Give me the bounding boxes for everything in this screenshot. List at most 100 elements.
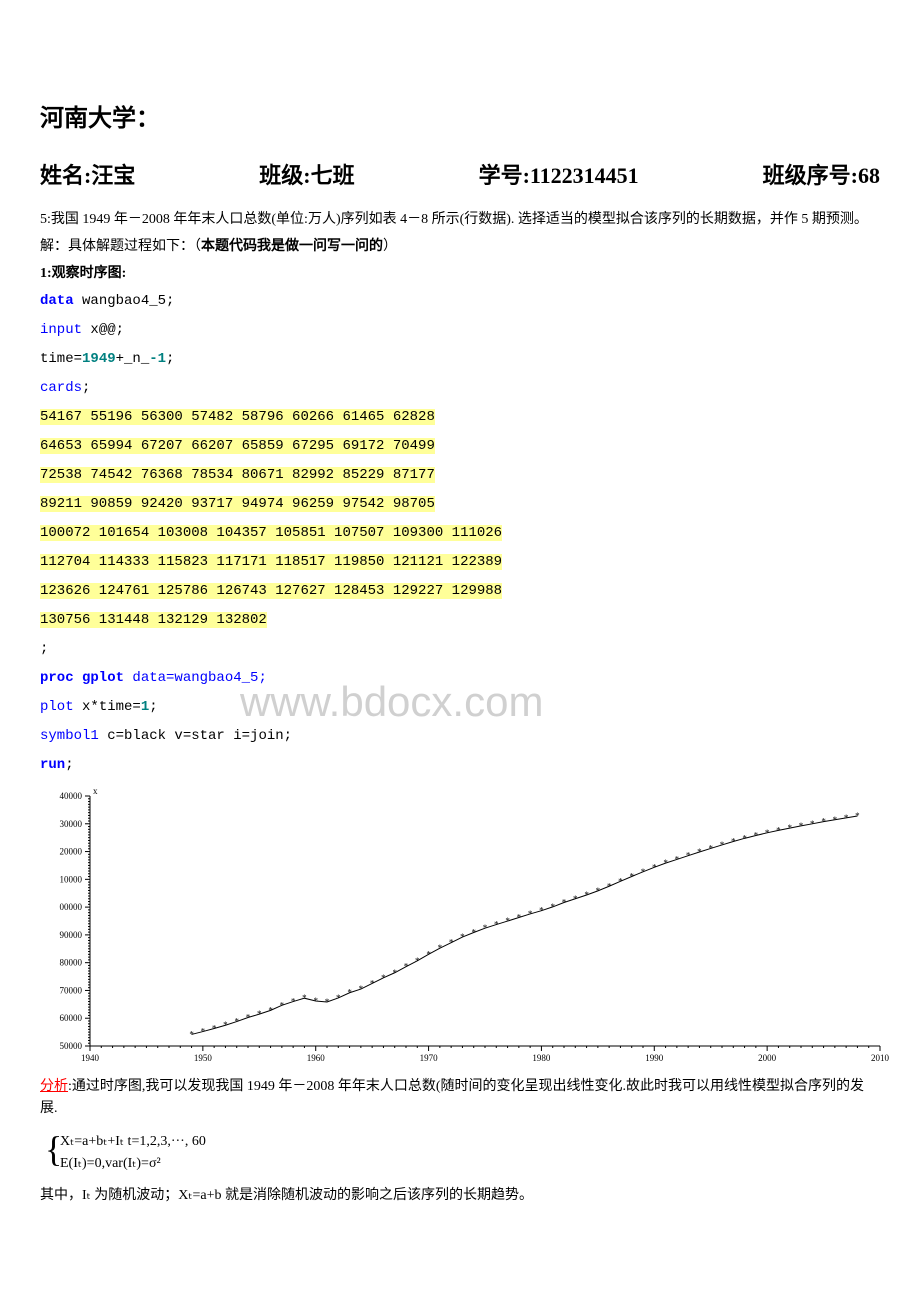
svg-text:*: * xyxy=(810,819,815,829)
run-semi: ; xyxy=(65,757,73,773)
time-assign: time= xyxy=(40,351,82,367)
svg-text:*: * xyxy=(189,1029,194,1039)
student-class: 班级:七班 xyxy=(259,158,354,193)
svg-text:40000: 40000 xyxy=(60,791,83,801)
code-symbol-line: symbol1 c=black v=star i=join; xyxy=(40,726,880,747)
data-line-0: 54167 55196 56300 57482 58796 60266 6146… xyxy=(40,407,880,428)
svg-text:*: * xyxy=(415,956,420,966)
code-proc-line: proc gplot data=wangbao4_5; xyxy=(40,668,880,689)
svg-text:*: * xyxy=(280,1000,285,1010)
data-line-3: 89211 90859 92420 93717 94974 96259 9754… xyxy=(40,494,880,515)
svg-text:*: * xyxy=(234,1016,239,1026)
svg-text:*: * xyxy=(449,937,454,947)
svg-text:*: * xyxy=(787,823,792,833)
formula-line1: Xₜ=a+bₜ+Iₜ t=1,2,3,···, 60 xyxy=(60,1131,880,1153)
svg-text:x: x xyxy=(93,786,98,796)
svg-text:1960: 1960 xyxy=(307,1053,326,1063)
svg-text:*: * xyxy=(607,881,612,891)
svg-text:*: * xyxy=(426,949,431,959)
plot-args: x*time= xyxy=(74,699,141,715)
svg-text:*: * xyxy=(370,978,375,988)
svg-text:80000: 80000 xyxy=(60,957,83,967)
svg-text:*: * xyxy=(731,836,736,846)
svg-text:1990: 1990 xyxy=(645,1053,664,1063)
svg-text:*: * xyxy=(302,993,307,1003)
svg-text:*: * xyxy=(742,833,747,843)
svg-text:*: * xyxy=(596,886,601,896)
svg-text:*: * xyxy=(347,987,352,997)
svg-text:*: * xyxy=(404,961,409,971)
time-semi: ; xyxy=(166,351,174,367)
svg-text:70000: 70000 xyxy=(60,985,83,995)
plot-num: 1 xyxy=(141,699,149,715)
cards-keyword: cards xyxy=(40,380,82,396)
svg-text:*: * xyxy=(675,854,680,864)
dataset-name: wangbao4_5; xyxy=(74,293,175,309)
svg-text:*: * xyxy=(325,997,330,1007)
svg-text:*: * xyxy=(641,867,646,877)
svg-text:*: * xyxy=(618,876,623,886)
svg-text:30000: 30000 xyxy=(60,819,83,829)
svg-text:2010: 2010 xyxy=(871,1053,890,1063)
svg-text:*: * xyxy=(381,973,386,983)
svg-text:*: * xyxy=(821,816,826,826)
svg-text:*: * xyxy=(517,912,522,922)
svg-text:*: * xyxy=(201,1026,206,1036)
analysis-body: :通过时序图,我可以发现我国 1949 年－2008 年年末人口总数(随时间的变… xyxy=(40,1079,864,1116)
svg-text:*: * xyxy=(833,815,838,825)
data-line-7: 130756 131448 132129 132802 xyxy=(40,610,880,631)
chart-svg: x500006000070000800009000000000100002000… xyxy=(40,786,890,1066)
svg-text:20000: 20000 xyxy=(60,846,83,856)
solution-intro: 解：具体解题过程如下：（本题代码我是做一问写一问的） xyxy=(40,236,880,258)
svg-text:10000: 10000 xyxy=(60,874,83,884)
time-plus: +_n_ xyxy=(116,351,150,367)
svg-text:*: * xyxy=(268,1005,273,1015)
svg-text:*: * xyxy=(799,821,804,831)
plot-semi: ; xyxy=(149,699,157,715)
proc-data: data=wangbao4_5; xyxy=(124,670,267,686)
svg-text:*: * xyxy=(855,811,860,821)
data-line-4: 100072 101654 103008 104357 105851 10750… xyxy=(40,523,880,544)
code-input-line: input x@@; xyxy=(40,320,880,341)
code-cards-line: cards; xyxy=(40,378,880,399)
run-keyword: run xyxy=(40,757,65,773)
data-line-5: 112704 114333 115823 117171 118517 11985… xyxy=(40,552,880,573)
svg-text:*: * xyxy=(720,840,725,850)
svg-text:*: * xyxy=(392,968,397,978)
svg-text:*: * xyxy=(505,916,510,926)
svg-text:*: * xyxy=(686,850,691,860)
svg-text:*: * xyxy=(776,825,781,835)
code-run-line: run; xyxy=(40,755,880,776)
svg-text:*: * xyxy=(494,919,499,929)
student-info-row: 姓名:汪宝 班级:七班 学号:1122314451 班级序号:68 xyxy=(40,158,880,193)
input-keyword: input xyxy=(40,322,82,338)
data-keyword: data xyxy=(40,293,74,309)
svg-text:*: * xyxy=(483,923,488,933)
svg-text:*: * xyxy=(528,909,533,919)
svg-text:00000: 00000 xyxy=(60,902,83,912)
svg-text:*: * xyxy=(291,996,296,1006)
problem-statement: 5:我国 1949 年－2008 年年末人口总数(单位:万人)序列如表 4－8 … xyxy=(40,209,880,231)
svg-text:*: * xyxy=(754,830,759,840)
svg-text:*: * xyxy=(573,894,578,904)
analysis-text: 分析:通过时序图,我可以发现我国 1949 年－2008 年年末人口总数(随时间… xyxy=(40,1076,880,1121)
svg-text:*: * xyxy=(550,902,555,912)
code-time-line: time=1949+_n_-1; xyxy=(40,349,880,370)
svg-text:*: * xyxy=(697,847,702,857)
data-line-1: 64653 65994 67207 66207 65859 67295 6917… xyxy=(40,436,880,457)
svg-text:90000: 90000 xyxy=(60,930,83,940)
svg-text:*: * xyxy=(212,1023,217,1033)
formula-line2: E(Iₜ)=0,var(Iₜ)=σ² xyxy=(60,1153,880,1175)
plot-keyword: plot xyxy=(40,699,74,715)
svg-text:*: * xyxy=(765,828,770,838)
university-header: 河南大学： xyxy=(40,100,880,138)
svg-text:*: * xyxy=(844,813,849,823)
solution-close: ） xyxy=(383,239,397,254)
svg-text:*: * xyxy=(359,984,364,994)
cards-semi: ; xyxy=(82,380,90,396)
svg-text:*: * xyxy=(246,1012,251,1022)
svg-text:1940: 1940 xyxy=(81,1053,100,1063)
svg-text:*: * xyxy=(223,1020,228,1030)
svg-text:*: * xyxy=(629,871,634,881)
proc-keyword: proc gplot xyxy=(40,670,124,686)
